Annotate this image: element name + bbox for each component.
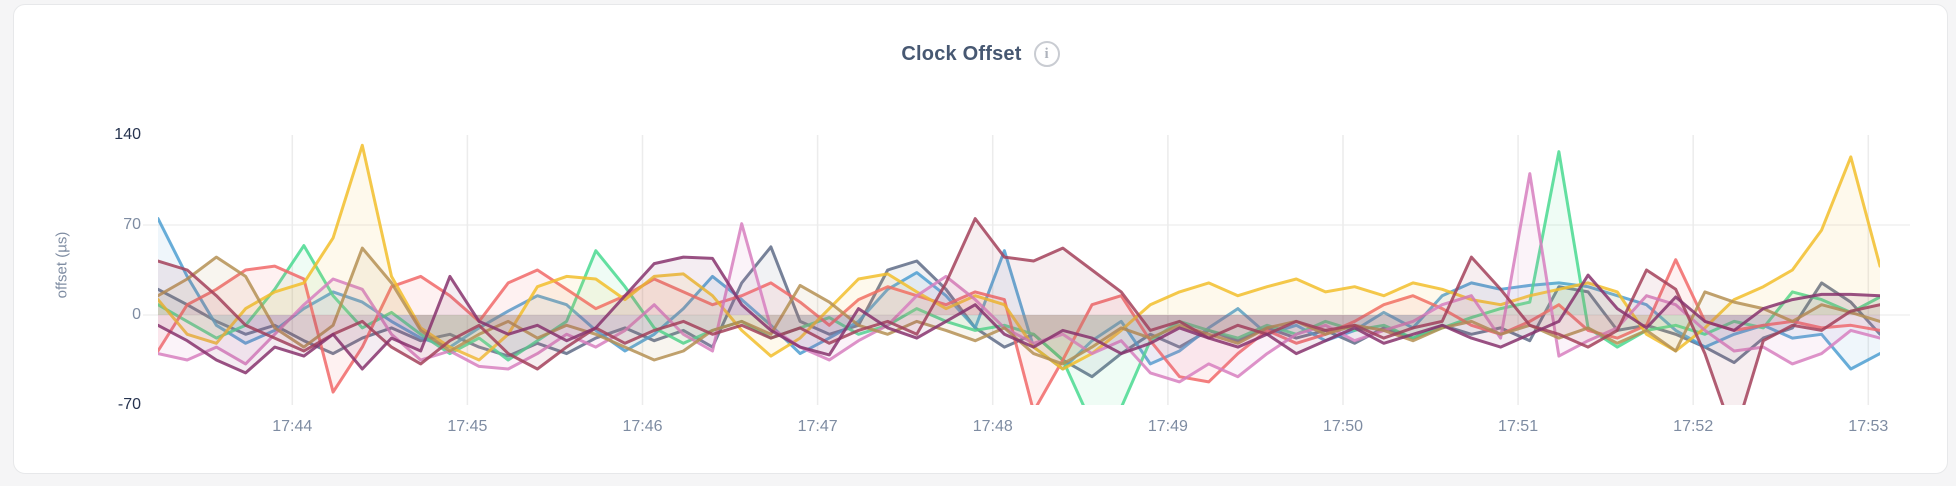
x-tick-label: 17:47 [797, 418, 838, 435]
x-tick-label: 17:52 [1673, 418, 1714, 435]
y-tick-label: 140 [114, 126, 141, 143]
y-tick-label: 0 [132, 306, 141, 323]
series-line-node-7 [158, 217, 1880, 405]
series-area-node-3 [158, 145, 1880, 369]
plot-area[interactable] [143, 130, 1913, 410]
chart-title: Clock Offset [901, 42, 1022, 65]
series-line-node-6 [158, 255, 1880, 375]
series-area-node-7 [158, 218, 1880, 405]
x-tick-label: 17:45 [447, 418, 488, 435]
series-area-node-6 [158, 257, 1880, 373]
info-icon-glyph: i [1044, 45, 1049, 62]
x-tick-label: 17:49 [1147, 418, 1188, 435]
chart-header: Clock Offset i [14, 41, 1947, 67]
x-tick-label: 17:53 [1848, 418, 1889, 435]
x-tick-label: 17:44 [272, 418, 313, 435]
y-axis-label: offset (µs) [53, 231, 71, 299]
chart-card: Clock Offset i [13, 4, 1948, 474]
series-area-node-2 [158, 259, 1880, 405]
x-tick-label: 17:51 [1498, 418, 1539, 435]
y-tick-label: -70 [117, 396, 141, 413]
series-line-node-5 [158, 172, 1880, 384]
y-tick-label: 70 [123, 216, 141, 233]
x-tick-label: 17:50 [1322, 418, 1363, 435]
x-tick-label: 17:48 [972, 418, 1013, 435]
x-tick-label: 17:46 [622, 418, 663, 435]
info-icon[interactable]: i [1033, 41, 1060, 67]
